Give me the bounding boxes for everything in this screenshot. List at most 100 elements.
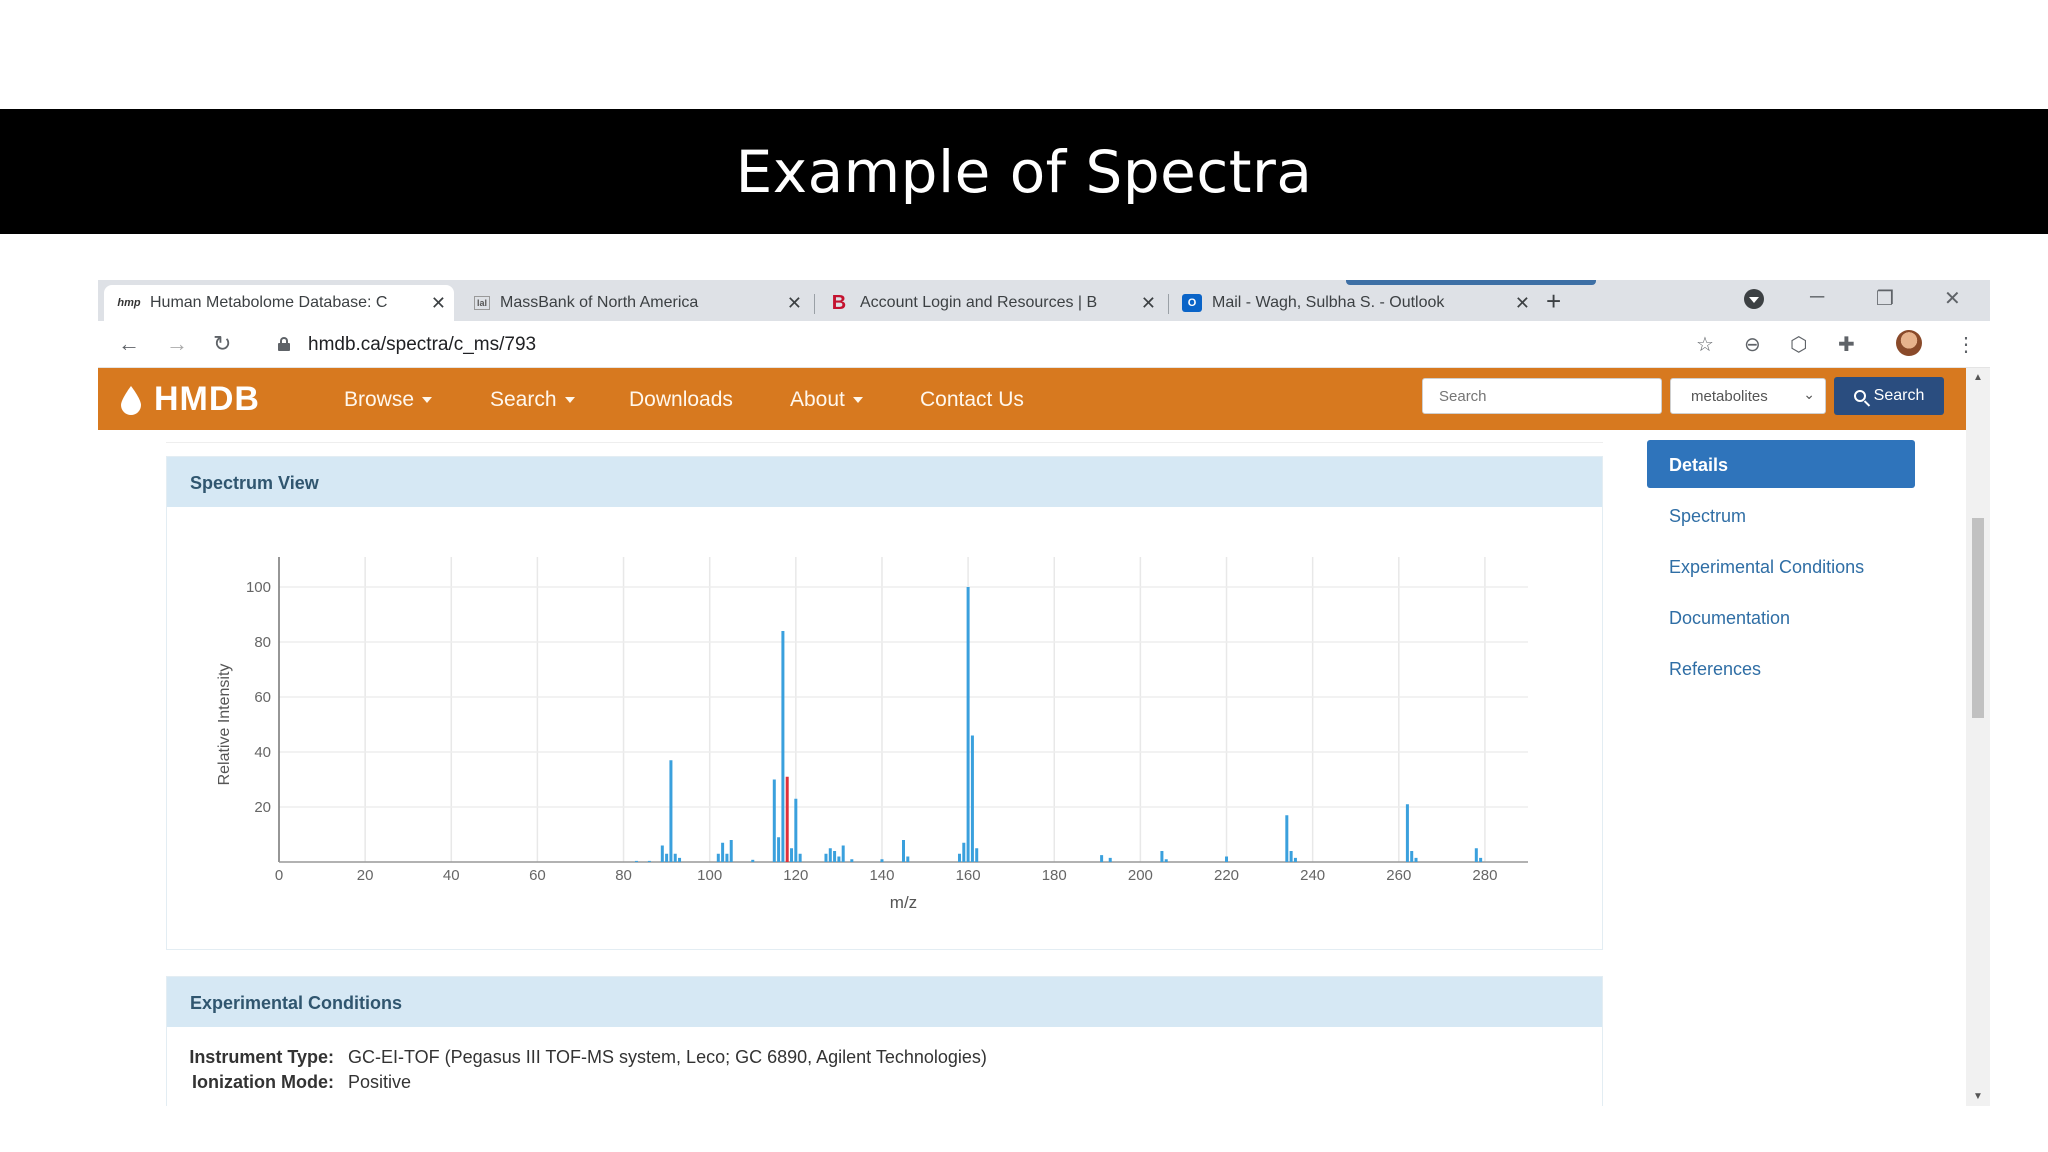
y-tick-label: 80 bbox=[254, 634, 271, 651]
nav-about[interactable]: About bbox=[790, 388, 863, 412]
reload-icon[interactable]: ↻ bbox=[213, 331, 232, 356]
tab-account-login[interactable]: B Account Login and Resources | B ✕ bbox=[814, 285, 1164, 321]
tab-hmdb[interactable]: hmp Human Metabolome Database: C ✕ bbox=[104, 285, 454, 321]
tab-massbank[interactable]: lal MassBank of North America ✕ bbox=[460, 285, 810, 321]
nav-label: Downloads bbox=[629, 388, 733, 411]
caret-down-icon bbox=[564, 397, 575, 404]
restore-icon[interactable]: ❐ bbox=[1876, 288, 1894, 310]
spectrum-peak bbox=[673, 853, 677, 862]
new-tab-plus-icon[interactable]: + bbox=[1546, 286, 1562, 316]
chevron-down-icon: ⌄ bbox=[1803, 386, 1815, 402]
close-icon[interactable]: ✕ bbox=[1140, 293, 1156, 313]
tab-title: Human Metabolome Database: C bbox=[150, 294, 388, 311]
tab-search-icon[interactable] bbox=[1744, 289, 1764, 309]
site-search-button[interactable]: Search bbox=[1834, 377, 1944, 415]
window-close-icon[interactable]: ✕ bbox=[1944, 288, 1961, 310]
profile-avatar[interactable] bbox=[1896, 330, 1922, 356]
tab-title: Account Login and Resources | B bbox=[860, 294, 1098, 311]
search-type-select[interactable]: metabolites ⌄ bbox=[1670, 378, 1826, 414]
forward-arrow-icon[interactable]: → bbox=[166, 331, 188, 356]
close-icon[interactable]: ✕ bbox=[786, 293, 802, 313]
spectrum-peak bbox=[660, 845, 664, 862]
divider bbox=[166, 442, 1603, 443]
x-tick-label: 160 bbox=[956, 867, 981, 884]
tab-outlook-mail[interactable]: O Mail - Wagh, Sulbha S. - Outlook ✕ bbox=[1168, 285, 1538, 321]
back-arrow-icon[interactable]: ← bbox=[118, 331, 140, 356]
close-icon[interactable]: ✕ bbox=[430, 293, 446, 313]
spectrum-peak bbox=[790, 848, 794, 862]
nav-browse[interactable]: Browse bbox=[344, 388, 433, 412]
x-tick-label: 100 bbox=[697, 867, 722, 884]
massbank-favicon-icon: lal bbox=[474, 296, 490, 310]
spectrum-peak bbox=[1285, 815, 1289, 862]
spectrum-peak bbox=[1414, 857, 1418, 862]
spectrum-peak bbox=[1164, 859, 1168, 862]
x-tick-label: 180 bbox=[1042, 867, 1067, 884]
spectrum-peak bbox=[1225, 856, 1229, 862]
sidebar-item-documentation[interactable]: Documentation bbox=[1669, 608, 1791, 628]
spectrum-chart[interactable]: 0 20 40 60 80 100 120 140 160 180 200 220 240 260 280 2… bbox=[167, 507, 1604, 949]
condition-value: Positive bbox=[348, 1072, 412, 1092]
panel-heading: Spectrum View bbox=[167, 457, 1602, 507]
x-tick-label: 220 bbox=[1214, 867, 1239, 884]
nav-downloads[interactable]: Downloads bbox=[629, 388, 733, 412]
site-search-input[interactable] bbox=[1422, 378, 1662, 414]
nav-contact-us[interactable]: Contact Us bbox=[920, 388, 1024, 412]
nav-label: About bbox=[790, 388, 845, 411]
logo-text: HMDB bbox=[154, 380, 260, 418]
spectrum-peak bbox=[1108, 857, 1112, 862]
menu-kebab-icon[interactable]: ⋮ bbox=[1956, 334, 1976, 356]
spectrum-peak bbox=[1410, 851, 1414, 862]
x-tick-label: 0 bbox=[275, 867, 283, 884]
spectrum-peak bbox=[721, 842, 725, 862]
hmdb-logo[interactable]: HMDB bbox=[118, 380, 260, 419]
condition-label: Ionization Mode: bbox=[192, 1072, 334, 1092]
spectrum-peak bbox=[1479, 857, 1483, 862]
search-button-label: Search bbox=[1873, 387, 1925, 404]
spectrum-peak bbox=[678, 857, 682, 862]
b-favicon-icon: B bbox=[831, 291, 847, 314]
spectrum-peak bbox=[669, 760, 673, 862]
sidebar-item-references[interactable]: References bbox=[1669, 659, 1762, 679]
page-content: Spectrum View 0 20 40 60 80 100 120 140 160 180 20… bbox=[98, 430, 1966, 1106]
shield-icon[interactable]: ⬡ bbox=[1790, 334, 1808, 356]
page-scrollbar[interactable]: ▲ ▼ bbox=[1966, 368, 1990, 1106]
minimize-icon[interactable]: ─ bbox=[1810, 286, 1825, 308]
condition-value: GC-EI-TOF (Pegasus III TOF-MS system, Le… bbox=[348, 1047, 987, 1067]
spectrum-peak bbox=[902, 840, 905, 862]
spectrum-peak bbox=[772, 779, 776, 862]
scroll-up-icon[interactable]: ▲ bbox=[1973, 372, 1983, 383]
scroll-down-icon[interactable]: ▼ bbox=[1973, 1091, 1983, 1102]
sidebar-item-spectrum[interactable]: Spectrum bbox=[1669, 506, 1747, 526]
sidebar-item-experimental-conditions[interactable]: Experimental Conditions bbox=[1669, 557, 1865, 577]
tab-strip: hmp Human Metabolome Database: C ✕ lal M… bbox=[98, 280, 1990, 321]
scrollbar-thumb[interactable] bbox=[1972, 518, 1984, 718]
address-bar[interactable]: hmdb.ca/spectra/c_ms/793 bbox=[308, 334, 537, 355]
highlighted-peak bbox=[785, 776, 789, 862]
condition-label: Instrument Type: bbox=[189, 1047, 334, 1067]
y-tick-label: 60 bbox=[254, 689, 271, 706]
puzzle-extensions-icon[interactable]: ✚ bbox=[1838, 334, 1855, 356]
nav-label: Search bbox=[490, 388, 557, 411]
spectrum-peak bbox=[634, 860, 638, 862]
bookmark-star-icon[interactable]: ☆ bbox=[1696, 334, 1714, 356]
spectrum-peak bbox=[966, 587, 970, 862]
spectrum-peak bbox=[880, 859, 884, 862]
extension-icon[interactable]: ⊖ bbox=[1744, 334, 1761, 356]
x-tick-label: 140 bbox=[869, 867, 894, 884]
spectrum-peak bbox=[824, 853, 828, 862]
browser-window: hmp Human Metabolome Database: C ✕ lal M… bbox=[98, 280, 1990, 1106]
close-icon[interactable]: ✕ bbox=[1514, 293, 1530, 313]
nav-search[interactable]: Search bbox=[490, 388, 575, 412]
spectrum-peak bbox=[716, 853, 720, 862]
spectrum-peak bbox=[729, 840, 733, 862]
spectrum-peak bbox=[957, 853, 961, 862]
spectrum-peak bbox=[751, 859, 755, 862]
panel-heading: Experimental Conditions bbox=[167, 977, 1602, 1027]
spectrum-peak bbox=[794, 798, 798, 862]
sidebar-item-details[interactable]: Details bbox=[1647, 440, 1915, 488]
x-tick-label: 280 bbox=[1472, 867, 1497, 884]
spectrum-peak bbox=[1100, 855, 1104, 862]
search-icon bbox=[1853, 390, 1866, 402]
tab-title: MassBank of North America bbox=[500, 294, 699, 311]
